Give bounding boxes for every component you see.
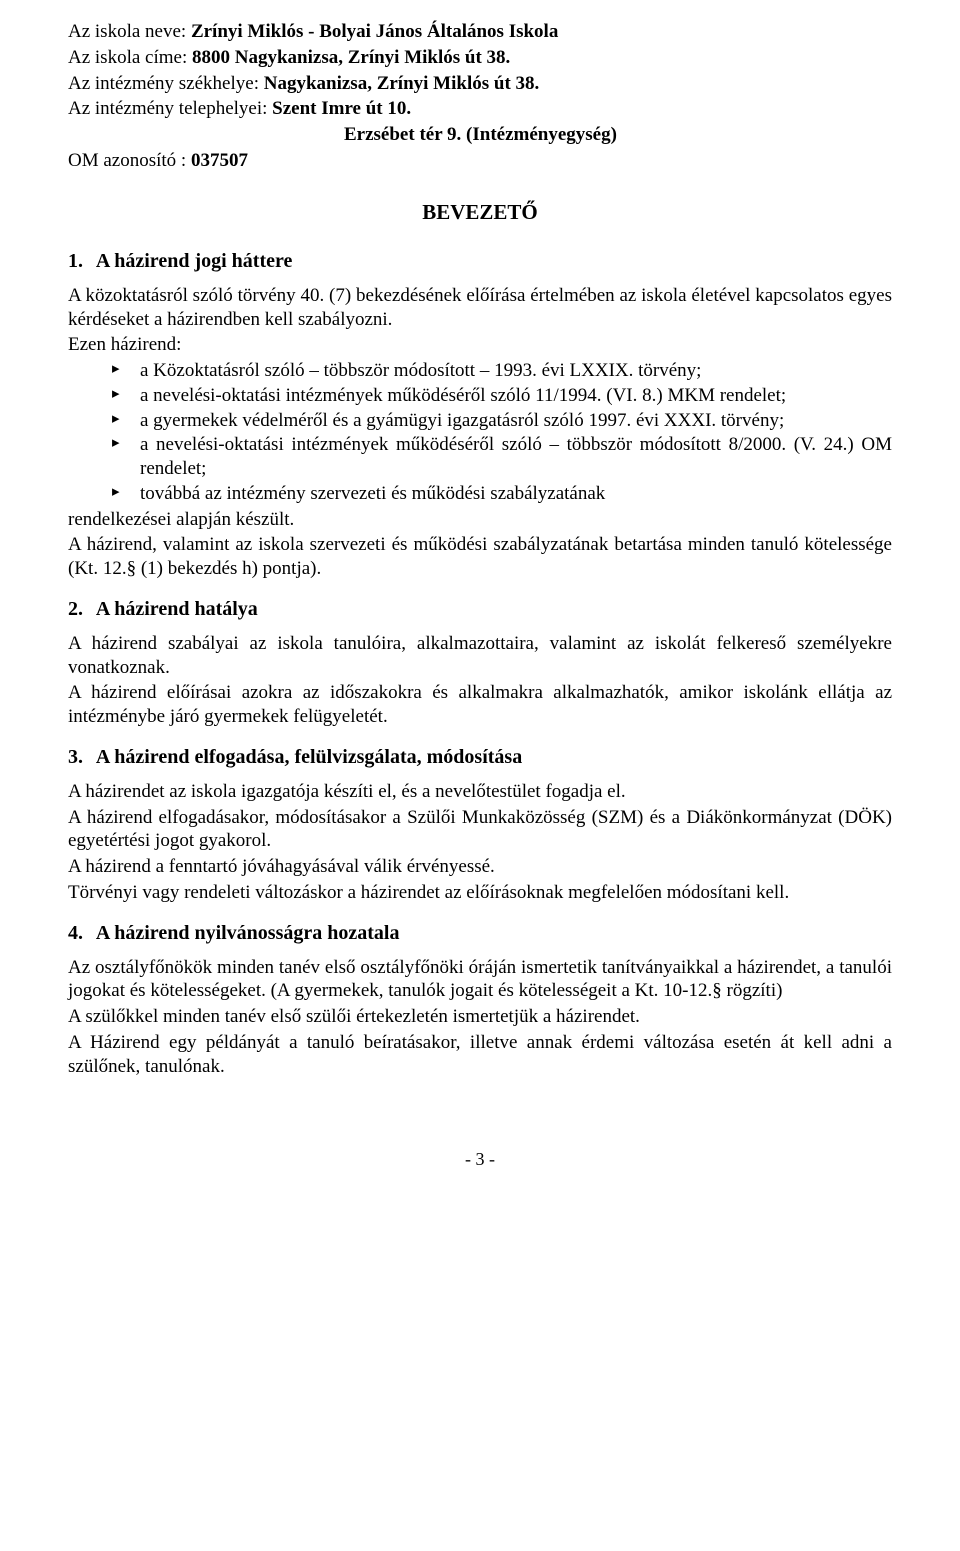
header-site: Az intézmény telephelyei: Szent Imre út … — [68, 97, 892, 121]
header-hq: Az intézmény székhelye: Nagykanizsa, Zrí… — [68, 72, 892, 96]
list-item: a nevelési-oktatási intézmények működésé… — [112, 433, 892, 481]
header-school-name: Az iskola neve: Zrínyi Miklós - Bolyai J… — [68, 20, 892, 44]
school-address-value: 8800 Nagykanizsa, Zrínyi Miklós út 38. — [192, 47, 510, 68]
section-3-heading: 3. A házirend elfogadása, felülvizsgálat… — [68, 745, 892, 770]
list-item: a Közoktatásról szóló – többször módosít… — [112, 359, 892, 383]
header-om: OM azonosító : 037507 — [68, 149, 892, 173]
section-2-p2: A házirend előírásai azokra az időszakok… — [68, 681, 892, 729]
section-2-heading: 2. A házirend hatálya — [68, 597, 892, 622]
section-4-title: A házirend nyilvánosságra hozatala — [96, 922, 400, 944]
section-1-p3: rendelkezései alapján készült. — [68, 508, 892, 532]
section-3-p3: A házirend a fenntartó jóváhagyásával vá… — [68, 855, 892, 879]
school-name-label: Az iskola neve: — [68, 21, 191, 42]
section-1-p2: Ezen házirend: — [68, 333, 892, 357]
section-1-title: A házirend jogi háttere — [96, 250, 292, 272]
intro-title: BEVEZETŐ — [68, 199, 892, 225]
site-label: Az intézmény telephelyei: — [68, 98, 272, 119]
section-3-p1: A házirendet az iskola igazgatója készít… — [68, 780, 892, 804]
page-number: - 3 - — [68, 1148, 892, 1171]
section-3-title: A házirend elfogadása, felülvizsgálata, … — [96, 746, 522, 768]
section-2-num: 2. — [68, 597, 92, 622]
section-4-p1: Az osztályfőnökök minden tanév első oszt… — [68, 956, 892, 1004]
section-1-heading: 1. A házirend jogi háttere — [68, 249, 892, 274]
section-4-heading: 4. A házirend nyilvánosságra hozatala — [68, 921, 892, 946]
header-school-address: Az iskola címe: 8800 Nagykanizsa, Zrínyi… — [68, 46, 892, 70]
om-label: OM azonosító : — [68, 150, 191, 171]
site-line2: Erzsébet tér 9. (Intézményegység) — [344, 124, 617, 145]
section-2-p1: A házirend szabályai az iskola tanulóira… — [68, 632, 892, 680]
section-3-p4: Törvényi vagy rendeleti változáskor a há… — [68, 881, 892, 905]
om-value: 037507 — [191, 150, 248, 171]
section-4-p2: A szülőkkel minden tanév első szülői ért… — [68, 1005, 892, 1029]
header-site-line2: Erzsébet tér 9. (Intézményegység) — [68, 123, 892, 147]
section-4-num: 4. — [68, 921, 92, 946]
section-1-p4: A házirend, valamint az iskola szervezet… — [68, 533, 892, 581]
section-3-num: 3. — [68, 745, 92, 770]
site-value: Szent Imre út 10. — [272, 98, 411, 119]
hq-label: Az intézmény székhelye: — [68, 73, 264, 94]
list-item: a nevelési-oktatási intézmények működésé… — [112, 384, 892, 408]
section-1-p1: A közoktatásról szóló törvény 40. (7) be… — [68, 284, 892, 332]
section-3-p2: A házirend elfogadásakor, módosításakor … — [68, 806, 892, 854]
list-item: a gyermekek védelméről és a gyámügyi iga… — [112, 409, 892, 433]
section-2-title: A házirend hatálya — [96, 598, 258, 620]
section-4-p3: A Házirend egy példányát a tanuló beírat… — [68, 1031, 892, 1079]
school-name-value: Zrínyi Miklós - Bolyai János Általános I… — [191, 21, 558, 42]
list-item: továbbá az intézmény szervezeti és működ… — [112, 482, 892, 506]
school-address-label: Az iskola címe: — [68, 47, 192, 68]
section-1-bullets: a Közoktatásról szóló – többször módosít… — [68, 359, 892, 506]
section-1-num: 1. — [68, 249, 92, 274]
hq-value: Nagykanizsa, Zrínyi Miklós út 38. — [264, 73, 540, 94]
